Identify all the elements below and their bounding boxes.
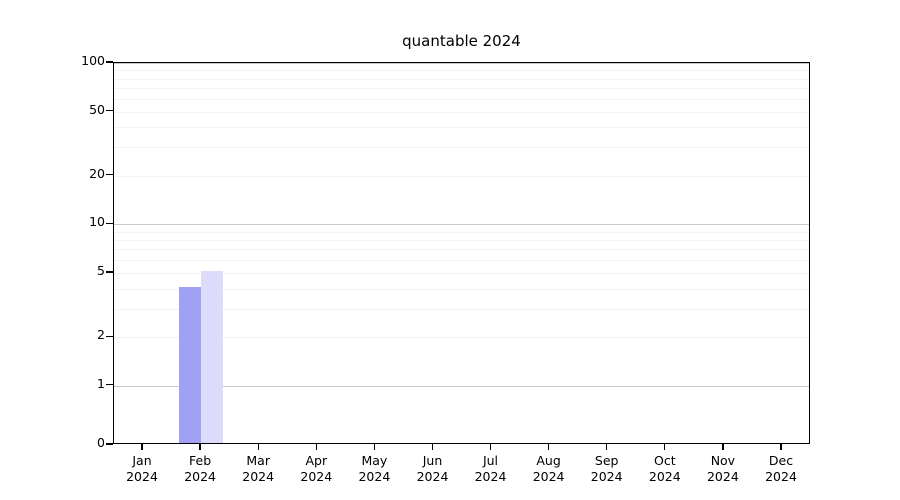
gridline-minor [114,249,809,251]
bar [179,286,202,443]
gridline-major [114,224,809,226]
x-tick-label-line: Mar [246,453,270,468]
x-tick-label: Feb 2024 [184,453,216,485]
x-tick-label-line: 2024 [532,469,565,484]
gridline-major [114,385,809,387]
x-tick-mark [489,444,492,450]
x-tick-mark [315,444,317,450]
y-tick-label: 50 [89,101,105,117]
x-tick-label-line: 2024 [242,469,275,484]
y-tick-label: 20 [89,165,105,181]
y-tick-mark [106,443,113,445]
gridline-minor [114,98,809,100]
y-tick-mark [106,61,113,63]
x-tick-label: Mar 2024 [242,453,274,485]
x-tick-label: Jan 2024 [126,453,158,485]
gridline-major [114,63,809,64]
x-tick-label-line: Aug [536,453,561,468]
x-tick-label-line: Jan [132,453,152,468]
gridline-minor [114,240,809,241]
y-tick-mark [106,109,113,112]
x-tick-label-line: 2024 [474,469,507,484]
x-tick-mark [780,444,782,450]
plot-area: Nb of distinct IPsNb of downloads [113,62,810,444]
x-tick-label: Sep 2024 [591,453,623,485]
x-tick-mark [664,444,666,450]
x-tick-label-line: 2024 [590,469,623,484]
gridline-minor [114,175,809,177]
x-tick-label-line: Jul [482,453,499,468]
x-tick-label-line: 2024 [300,469,333,484]
x-tick-label-line: May [361,453,388,468]
gridline-minor [114,88,809,89]
x-tick-mark [431,444,434,450]
x-tick-label: May 2024 [358,453,390,485]
x-tick-label: Nov 2024 [707,453,739,485]
x-tick-label-line: Nov [710,453,736,468]
bar [201,271,224,443]
y-tick-label: 100 [81,53,105,68]
x-tick-label: Aug 2024 [533,453,565,485]
x-tick-mark [606,444,608,450]
x-tick-label-line: 2024 [765,469,797,484]
x-tick-label-line: Feb [189,453,212,468]
x-tick-label-line: 2024 [358,469,391,484]
y-tick-mark [106,174,113,176]
y-tick-mark [106,222,113,225]
gridline-minor [114,231,809,233]
x-tick-mark [547,444,550,450]
x-tick-mark [722,444,724,450]
x-tick-label: Dec 2024 [765,453,797,485]
gridline-minor [114,337,809,339]
x-tick-label-line: Sep [594,453,619,468]
y-tick-mark [106,335,113,337]
gridline-minor [114,308,809,310]
x-tick-mark [257,444,259,450]
x-tick-mark [141,444,143,450]
x-tick-label-line: 2024 [706,469,739,484]
y-tick-label: 0 [97,435,105,450]
gridline-minor [114,78,809,80]
x-tick-label: Jun 2024 [417,453,449,485]
gridline-minor [114,273,809,274]
x-tick-label-line: 2024 [416,469,449,484]
y-tick-label: 10 [89,214,105,230]
x-tick-mark [373,444,376,450]
y-tick-mark [106,271,113,273]
gridline-minor [114,288,809,290]
x-tick-label-line: Oct [653,453,676,468]
x-tick-label-line: 2024 [184,469,216,484]
x-tick-label: Jul 2024 [475,453,507,485]
y-tick-label: 5 [97,263,105,278]
gridline-minor [114,147,809,149]
gridline-minor [114,260,809,262]
x-tick-label-line: 2024 [126,469,158,484]
x-tick-label-line: 2024 [648,469,681,484]
gridline-minor [114,70,809,72]
x-tick-label: Oct 2024 [649,453,681,485]
gridline-minor [114,111,809,113]
y-tick-mark [106,384,113,386]
x-tick-mark [199,444,201,450]
y-tick-label: 2 [97,327,105,343]
gridline-minor [114,127,809,129]
x-tick-label-line: Apr [305,453,328,468]
x-tick-label-line: Dec [768,453,794,468]
x-tick-label-line: Jun [422,453,443,468]
chart-title: quantable 2024 [402,32,521,50]
y-tick-label: 1 [97,375,105,391]
x-tick-label: Apr 2024 [300,453,332,485]
